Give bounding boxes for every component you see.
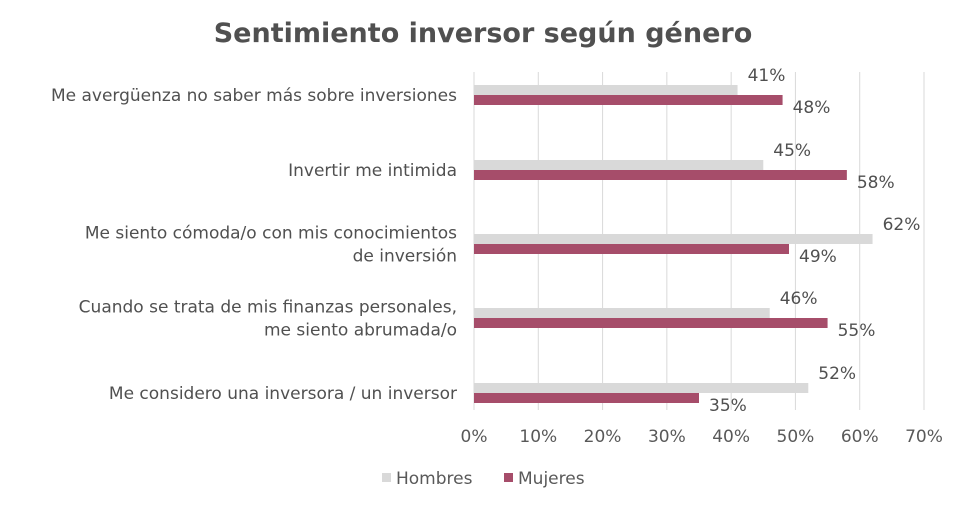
bar-hombres-2 <box>474 234 873 244</box>
legend-swatch-mujeres <box>504 473 513 482</box>
x-tick-label: 0% <box>461 427 488 447</box>
bar-mujeres-4 <box>474 393 699 403</box>
data-label-hombres-3: 46% <box>780 289 818 309</box>
bar-hombres-3 <box>474 308 770 318</box>
x-tick-label: 50% <box>777 427 815 447</box>
bar-mujeres-3 <box>474 318 828 328</box>
data-label-mujeres-0: 48% <box>793 98 831 118</box>
data-label-hombres-4: 52% <box>818 364 856 384</box>
bar-mujeres-2 <box>474 244 789 254</box>
category-labels: Me avergüenza no saber más sobre inversi… <box>51 86 457 404</box>
x-axis-ticks: 0% 10% 20% 30% 40% 50% 60% 70% <box>461 427 943 447</box>
bar-mujeres-1 <box>474 170 847 180</box>
x-tick-label: 70% <box>905 427 943 447</box>
data-labels: 41% 48% 45% 58% 62% 49% 46% 55% 52% 35% <box>709 66 920 416</box>
x-tick-label: 10% <box>519 427 557 447</box>
legend-swatch-hombres <box>382 473 391 482</box>
bar-hombres-0 <box>474 85 738 95</box>
bar-hombres-1 <box>474 160 764 170</box>
legend-label-hombres: Hombres <box>396 469 473 489</box>
data-label-hombres-1: 45% <box>773 141 811 161</box>
x-tick-label: 40% <box>712 427 750 447</box>
data-label-mujeres-2: 49% <box>799 247 837 267</box>
category-label-3: Cuando se trata de mis finanzas personal… <box>79 298 457 341</box>
bar-hombres-4 <box>474 383 809 393</box>
x-tick-label: 60% <box>841 427 879 447</box>
data-label-mujeres-1: 58% <box>857 173 895 193</box>
x-tick-label: 20% <box>584 427 622 447</box>
category-label-1: Invertir me intimida <box>288 161 457 181</box>
data-label-mujeres-3: 55% <box>838 321 876 341</box>
chart-title: Sentimiento inversor según género <box>214 18 753 49</box>
category-label-0: Me avergüenza no saber más sobre inversi… <box>51 86 457 106</box>
legend: Hombres Mujeres <box>382 469 585 489</box>
category-label-2: Me siento cómoda/o con mis conocimientos… <box>85 224 457 267</box>
bars <box>474 85 873 403</box>
x-tick-label: 30% <box>648 427 686 447</box>
data-label-hombres-2: 62% <box>883 215 921 235</box>
data-label-hombres-0: 41% <box>748 66 786 86</box>
bar-mujeres-0 <box>474 95 783 105</box>
data-label-mujeres-4: 35% <box>709 396 747 416</box>
category-label-4: Me considero una inversora / un inversor <box>109 384 457 404</box>
legend-label-mujeres: Mujeres <box>518 469 585 489</box>
